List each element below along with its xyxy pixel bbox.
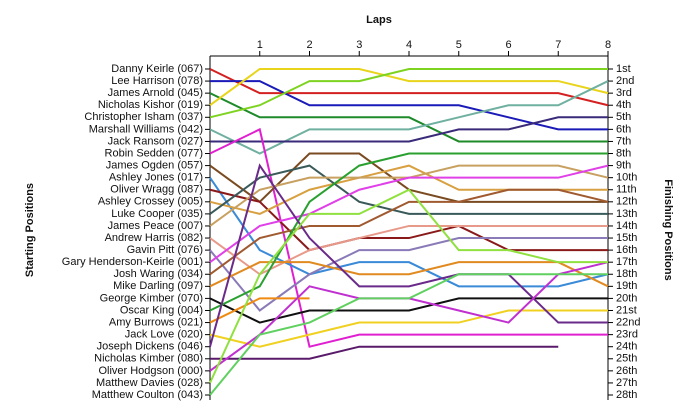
driver-line <box>210 80 608 131</box>
driver-line <box>209 68 608 119</box>
x-tick-label: 5 <box>456 39 462 51</box>
start-label: Oscar King (004) <box>120 304 203 316</box>
driver-line <box>209 152 608 312</box>
driver-line <box>209 163 608 347</box>
start-label: Mike Darling (097) <box>113 280 203 292</box>
finish-label: 4th <box>616 99 631 111</box>
finish-label: 18th <box>616 268 637 280</box>
start-label: Andrew Harris (082) <box>105 232 203 244</box>
start-label: George Kimber (070) <box>100 292 203 304</box>
start-label: Joseph Dickens (046) <box>97 341 203 353</box>
finish-label: 14th <box>616 220 637 232</box>
finish-label: 1st <box>616 63 631 75</box>
driver-line <box>209 68 609 107</box>
start-label: Gavin Pitt (076) <box>127 244 203 256</box>
finish-label: 6th <box>616 123 631 135</box>
driver-line <box>210 116 608 143</box>
finish-label: 11th <box>616 184 637 196</box>
driver-line <box>209 261 609 372</box>
driver-line <box>209 92 608 143</box>
finish-label: 15th <box>616 232 637 244</box>
start-label: Marshall Williams (042) <box>89 123 203 135</box>
driver-line <box>209 297 310 324</box>
finish-label: 9th <box>616 159 631 171</box>
finish-label: 19th <box>616 280 637 292</box>
finish-label: 2nd <box>616 75 634 87</box>
start-label: Ashley Jones (017) <box>109 172 203 184</box>
driver-line <box>210 345 559 360</box>
start-label: Amy Burrows (021) <box>109 316 203 328</box>
finish-label: 12th <box>616 196 637 208</box>
finish-label: 7th <box>616 135 631 147</box>
x-tick-label: 3 <box>356 39 362 51</box>
finish-label: 21st <box>616 304 637 316</box>
start-label: Nicholas Kimber (080) <box>94 353 203 365</box>
driver-line <box>209 188 608 384</box>
chart-title: Laps <box>366 14 392 26</box>
finish-label: 17th <box>616 256 637 268</box>
driver-line <box>209 80 609 155</box>
x-tick-label: 1 <box>257 39 263 51</box>
driver-line <box>209 261 609 288</box>
driver-line <box>209 309 608 348</box>
start-label: Danny Keirle (067) <box>111 63 203 75</box>
finish-label: 10th <box>616 172 637 184</box>
start-label: Josh Waring (034) <box>114 268 203 280</box>
finish-label: 26th <box>616 365 637 377</box>
start-label: James Arnold (045) <box>108 87 203 99</box>
x-tick-label: 4 <box>406 39 412 51</box>
finish-label: 25th <box>616 353 637 365</box>
finish-label: 5th <box>616 111 631 123</box>
start-label: Luke Cooper (035) <box>111 208 203 220</box>
start-label: Jack Ransom (027) <box>108 135 203 147</box>
finish-label: 23rd <box>616 329 638 341</box>
finish-label: 3rd <box>616 87 632 99</box>
start-label: Christopher Isham (037) <box>84 111 203 123</box>
driver-line <box>209 273 608 396</box>
start-label: Ashley Crossey (005) <box>98 196 203 208</box>
x-tick-label: 7 <box>555 39 561 51</box>
finish-label: 20th <box>616 292 637 304</box>
driver-line <box>209 188 608 252</box>
y-axis-title: Starting Positions <box>24 183 36 277</box>
driver-line <box>209 188 609 276</box>
finish-label: 27th <box>616 377 637 389</box>
finish-label: 24th <box>616 341 637 353</box>
start-label: Gary Henderson-Keirle (001) <box>62 256 203 268</box>
finish-label: 16th <box>616 244 637 256</box>
start-label: James Ogden (057) <box>106 159 203 171</box>
start-label: Oliver Wragg (087) <box>110 184 203 196</box>
y2-axis-title: Finishing Positions <box>662 179 674 280</box>
driver-line <box>209 164 609 263</box>
start-label: Matthew Davies (028) <box>96 377 203 389</box>
start-label: James Peace (007) <box>108 220 203 232</box>
start-label: Jack Love (020) <box>125 329 203 341</box>
start-label: Matthew Coulton (043) <box>92 389 203 401</box>
finish-label: 22nd <box>616 316 640 328</box>
driver-line <box>209 224 608 276</box>
driver-line <box>209 127 608 348</box>
start-label: Robin Sedden (077) <box>105 147 203 159</box>
driver-line <box>209 164 608 215</box>
finish-label: 8th <box>616 147 631 159</box>
x-tick-label: 6 <box>505 39 511 51</box>
start-label: Lee Harrison (078) <box>111 75 203 87</box>
x-tick-label: 8 <box>605 39 611 51</box>
finish-label: 13th <box>616 208 637 220</box>
x-tick-label: 2 <box>306 39 312 51</box>
start-label: Oliver Hodgson (000) <box>98 365 203 377</box>
driver-line <box>209 68 609 107</box>
finish-label: 28th <box>616 389 637 401</box>
start-label: Nicholas Kishor (019) <box>98 99 203 111</box>
